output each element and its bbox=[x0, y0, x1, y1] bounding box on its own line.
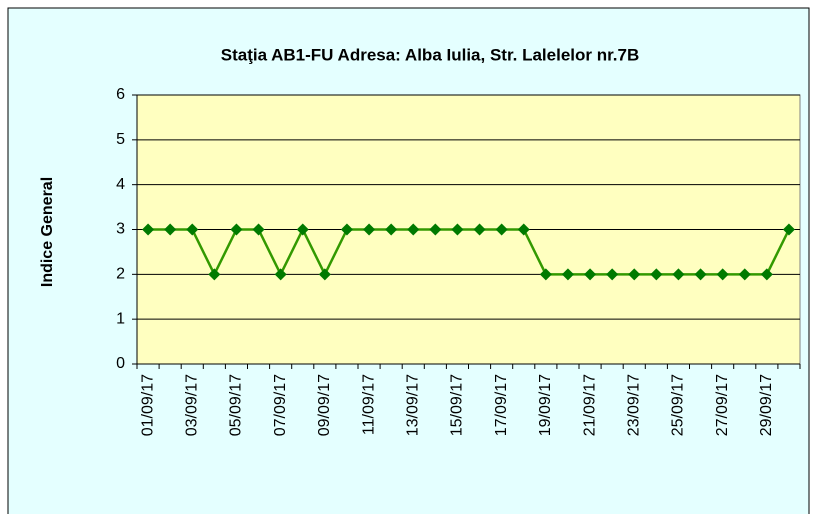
data-point bbox=[539, 268, 552, 281]
data-point bbox=[274, 268, 287, 281]
data-point bbox=[760, 268, 773, 281]
x-tick-label: 23/09/17 bbox=[625, 374, 642, 436]
data-point bbox=[252, 223, 265, 236]
data-point bbox=[650, 268, 663, 281]
data-point bbox=[318, 268, 331, 281]
data-point bbox=[407, 223, 420, 236]
x-tick-label: 25/09/17 bbox=[670, 374, 687, 436]
x-tick-label: 21/09/17 bbox=[581, 374, 598, 436]
y-tick-label: 0 bbox=[116, 355, 125, 372]
x-tick-label: 19/09/17 bbox=[537, 374, 554, 436]
data-point bbox=[716, 268, 729, 281]
data-point bbox=[517, 223, 530, 236]
x-tick-label: 15/09/17 bbox=[449, 374, 466, 436]
x-tick-label: 07/09/17 bbox=[272, 374, 289, 436]
data-point bbox=[186, 223, 199, 236]
data-point bbox=[782, 223, 795, 236]
y-tick-label: 6 bbox=[116, 86, 125, 103]
data-point bbox=[230, 223, 243, 236]
x-tick-label: 17/09/17 bbox=[493, 374, 510, 436]
y-tick-label: 1 bbox=[116, 310, 125, 327]
data-point bbox=[584, 268, 597, 281]
y-tick-label: 4 bbox=[116, 176, 125, 193]
x-tick-label: 11/09/17 bbox=[360, 374, 377, 435]
x-tick-label: 29/09/17 bbox=[758, 374, 775, 436]
data-point bbox=[451, 223, 464, 236]
x-tick-label: 09/09/17 bbox=[316, 374, 333, 436]
data-point bbox=[672, 268, 685, 281]
x-tick-label: 13/09/17 bbox=[404, 374, 421, 436]
data-point bbox=[561, 268, 574, 281]
data-point bbox=[296, 223, 309, 236]
chart-title: Staţia AB1-FU Adresa: Alba Iulia, Str. L… bbox=[221, 45, 640, 64]
y-tick-label: 3 bbox=[116, 221, 125, 238]
y-tick-label: 2 bbox=[116, 266, 125, 283]
data-point bbox=[495, 223, 508, 236]
data-point bbox=[606, 268, 619, 281]
data-point bbox=[208, 268, 221, 281]
data-point bbox=[738, 268, 751, 281]
data-point bbox=[363, 223, 376, 236]
y-axis-label: Indice General bbox=[39, 177, 56, 287]
data-point bbox=[142, 223, 155, 236]
x-tick-label: 03/09/17 bbox=[183, 374, 200, 436]
data-point bbox=[628, 268, 641, 281]
y-tick-label: 5 bbox=[116, 131, 125, 148]
data-point bbox=[385, 223, 398, 236]
data-point bbox=[473, 223, 486, 236]
data-point bbox=[164, 223, 177, 236]
data-point bbox=[340, 223, 353, 236]
x-tick-label: 01/09/17 bbox=[139, 374, 156, 436]
x-tick-label: 27/09/17 bbox=[714, 374, 731, 436]
x-tick-label: 05/09/17 bbox=[228, 374, 245, 436]
data-point bbox=[429, 223, 442, 236]
data-point bbox=[694, 268, 707, 281]
